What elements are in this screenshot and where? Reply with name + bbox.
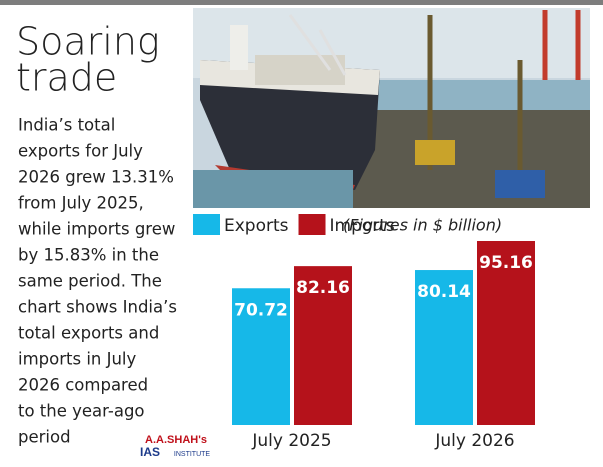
- description: imports in July: [18, 350, 137, 369]
- bar: [232, 288, 290, 425]
- logo-subtitle: IAS: [140, 445, 160, 459]
- description: same period. The: [18, 272, 162, 291]
- legend-swatch: [298, 214, 326, 235]
- description: period: [18, 428, 71, 447]
- logo-tagline: INSTITUTE: [174, 451, 210, 458]
- description: to the year-ago: [18, 402, 145, 421]
- bar: [415, 270, 473, 425]
- logo: A.A.SHAH's IAS INSTITUTE: [132, 432, 220, 460]
- legend-label: Exports: [224, 216, 289, 236]
- description: from July 2025,: [18, 194, 144, 213]
- bar: [477, 241, 535, 425]
- value-label: 95.16: [479, 253, 533, 273]
- x-tick-label: July 2025: [251, 431, 331, 451]
- value-label: 70.72: [234, 300, 288, 320]
- description: exports for July: [18, 142, 143, 161]
- description: 2026 compared: [18, 376, 148, 395]
- description: chart shows India’s: [18, 298, 177, 317]
- description: 2026 grew 13.31%: [18, 168, 174, 187]
- title: trade: [16, 56, 117, 100]
- unit-note: (Figures in $ billion): [343, 216, 502, 235]
- value-label: 82.16: [296, 278, 350, 298]
- description: while imports grew: [18, 220, 175, 239]
- legend-label: Imports: [330, 216, 395, 236]
- description: total exports and: [18, 324, 159, 343]
- description: India’s total: [18, 116, 115, 135]
- value-label: 80.14: [417, 282, 471, 302]
- bar: [294, 266, 352, 425]
- legend-swatch: [193, 214, 220, 235]
- top-rule: [0, 0, 603, 5]
- x-tick-label: July 2026: [434, 431, 514, 451]
- logo-name: A.A.SHAH's: [145, 434, 207, 446]
- photo: [193, 8, 590, 208]
- description: by 15.83% in the: [18, 246, 159, 265]
- title: Soaring: [16, 20, 160, 64]
